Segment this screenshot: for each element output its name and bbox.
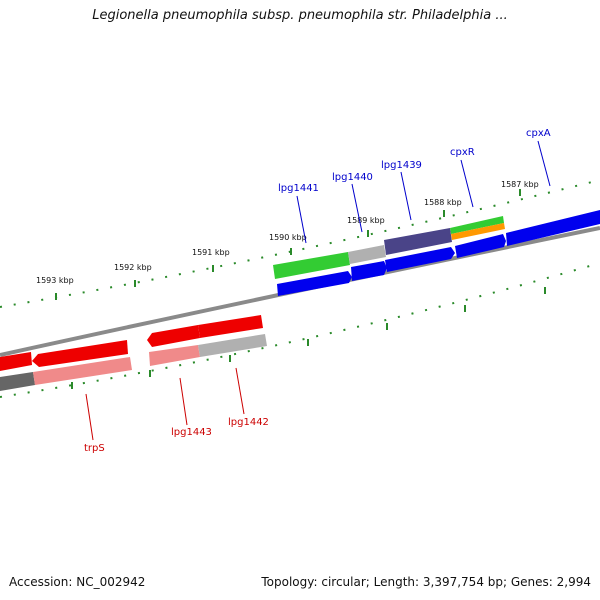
label-lpg1441[interactable]: lpg1441: [278, 183, 319, 194]
gene-lpg1443[interactable]: [147, 325, 200, 347]
scale-label-1587: 1587 kbp: [501, 180, 539, 189]
reverse-label-lines: [85, 367, 245, 441]
label-lpg1443[interactable]: lpg1443: [171, 427, 212, 438]
inner-major-ticks: [71, 287, 546, 389]
gene-cpxA[interactable]: [506, 210, 600, 246]
label-cpxA[interactable]: cpxA: [526, 128, 551, 139]
forward-genes: [277, 210, 600, 296]
forward-cds-track: [273, 216, 505, 279]
gene-lpg1439[interactable]: [385, 247, 455, 272]
cds-trpS[interactable]: [33, 357, 132, 385]
label-lpg1442[interactable]: lpg1442: [228, 417, 269, 428]
cds-lpg1442[interactable]: [198, 334, 267, 357]
accession-text: Accession: NC_002942: [9, 575, 146, 589]
forward-label-lines: [296, 140, 551, 244]
map-title: Legionella pneumophila subsp. pneumophil…: [92, 8, 508, 23]
cds-cpxR-orange[interactable]: [451, 223, 505, 240]
cds-left-partial[interactable]: [0, 372, 35, 391]
cds-cpxR-green[interactable]: [450, 216, 504, 234]
gene-lpg1440[interactable]: [351, 261, 387, 281]
gene-left-partial[interactable]: [0, 352, 32, 371]
inner-tick-ring: [0, 262, 600, 398]
genome-backbone: [0, 226, 600, 357]
scale-label-1592: 1592 kbp: [114, 263, 152, 272]
scale-label-1588: 1588 kbp: [424, 198, 462, 207]
cds-lpg1440[interactable]: [348, 245, 386, 264]
label-trpS[interactable]: trpS: [84, 443, 105, 454]
gene-cpxR[interactable]: [455, 234, 506, 258]
scale-label-1593: 1593 kbp: [36, 276, 74, 285]
reverse-genes: [0, 315, 263, 371]
scale-label-1590: 1590 kbp: [269, 233, 307, 242]
label-cpxR[interactable]: cpxR: [450, 147, 475, 158]
topology-summary: Topology: circular; Length: 3,397,754 bp…: [261, 575, 591, 589]
cds-lpg1441[interactable]: [273, 252, 350, 279]
scale-label-1591: 1591 kbp: [192, 248, 230, 257]
outer-major-ticks: [55, 189, 521, 300]
label-lpg1439[interactable]: lpg1439: [381, 160, 422, 171]
gene-lpg1442[interactable]: [198, 315, 263, 338]
scale-label-1589: 1589 kbp: [347, 216, 385, 225]
cds-lpg1439[interactable]: [384, 228, 452, 255]
cds-lpg1443[interactable]: [149, 345, 200, 366]
gene-trpS[interactable]: [32, 340, 128, 367]
reverse-cds-track: [0, 334, 267, 391]
label-lpg1440[interactable]: lpg1440: [332, 172, 373, 183]
gene-lpg1441[interactable]: [277, 271, 352, 296]
